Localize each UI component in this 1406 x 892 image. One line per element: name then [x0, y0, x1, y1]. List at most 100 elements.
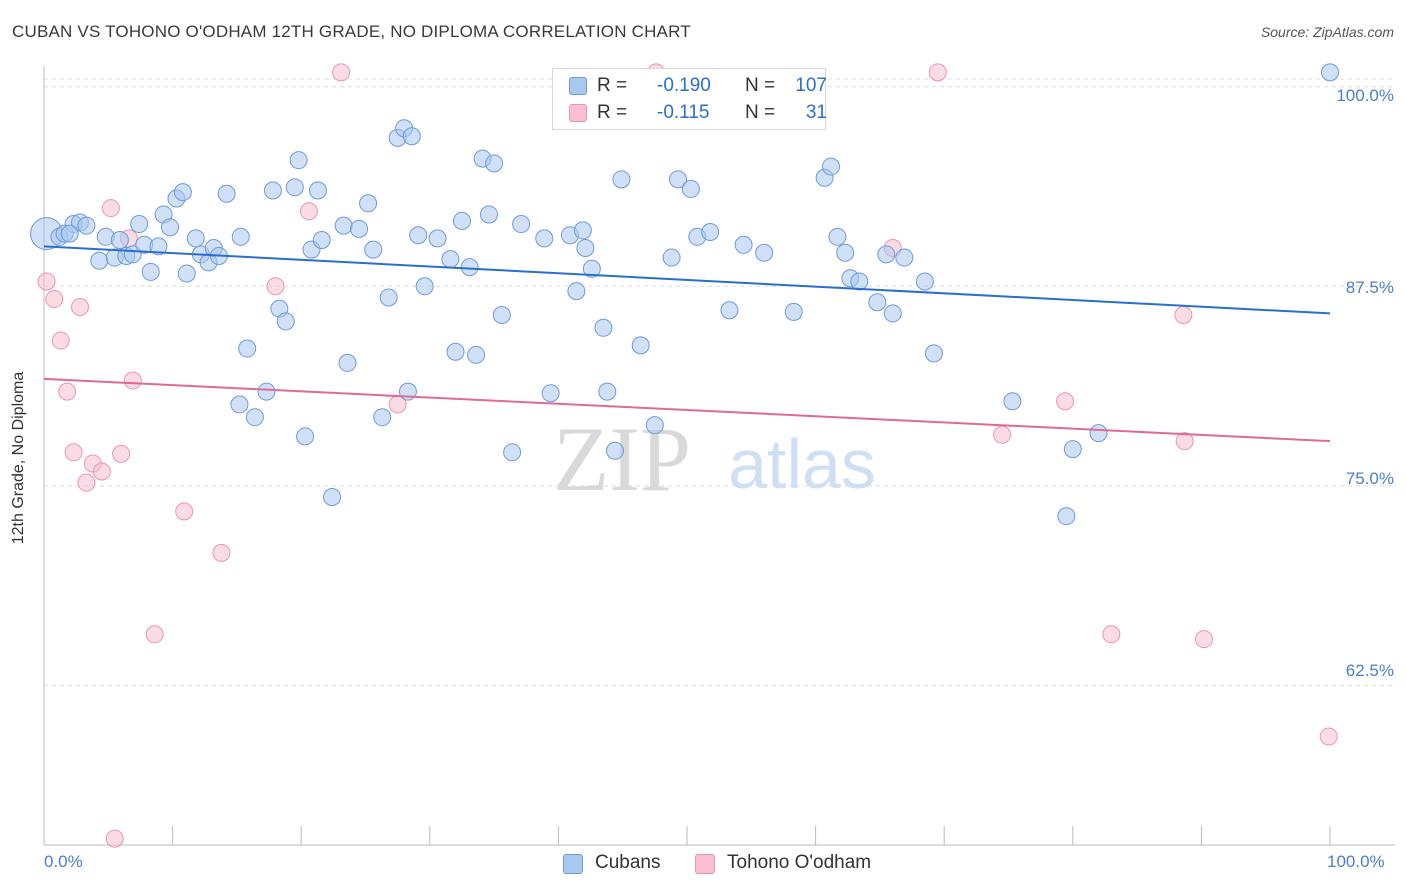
cubans-point: [645, 416, 664, 435]
cubans-point: [217, 184, 236, 203]
tohono-point: [212, 543, 231, 562]
legend-label: Tohono O'odham: [727, 852, 872, 873]
cubans-point: [541, 384, 560, 403]
cubans-point: [594, 318, 613, 337]
cubans-point: [230, 395, 249, 414]
cubans-point: [308, 181, 327, 200]
stats-legend: R = -0.190 N = 107 R = -0.115 N = 31: [552, 68, 827, 130]
cubans-point: [877, 245, 896, 264]
watermark-atlas: atlas: [728, 425, 876, 503]
cubans-point: [598, 382, 617, 401]
cubans-point: [535, 229, 554, 248]
tohono-point: [1102, 625, 1121, 644]
tohono-point: [71, 298, 90, 317]
cubans-point: [415, 277, 434, 296]
tohono-trend-line: [43, 377, 1331, 443]
cubans-point: [755, 243, 774, 262]
cubans-point: [573, 221, 592, 240]
watermark: ZIP atlas: [553, 408, 876, 510]
cubans-point: [350, 219, 369, 238]
grid-lines: [44, 78, 1395, 686]
y-axis-label: 12th Grade, No Diploma: [10, 371, 27, 545]
r-label: R =: [597, 75, 628, 96]
tohono-swatch: [695, 854, 715, 874]
cubans-point: [323, 488, 342, 507]
cubans-point: [77, 216, 96, 235]
cubans-point: [681, 179, 700, 198]
tohono-point: [92, 462, 111, 481]
series-legend: Cubans Tohono O'odham: [0, 852, 1406, 878]
cubans-point: [359, 194, 378, 213]
cubans-point: [828, 227, 847, 246]
tohono-point: [1319, 727, 1338, 746]
cubans-point: [149, 237, 168, 256]
cubans-point: [822, 157, 841, 176]
y-tick-label: 75.0%: [1345, 469, 1394, 488]
cubans-point: [334, 216, 353, 235]
cubans-point: [1089, 424, 1108, 443]
axes: [43, 66, 1395, 846]
tohono-point: [1194, 630, 1213, 649]
tohono-point: [123, 371, 142, 390]
cubans-point: [1057, 507, 1076, 526]
r-label: R =: [597, 102, 628, 123]
y-tick-label: 62.5%: [1345, 661, 1394, 680]
cubans-point: [285, 178, 304, 197]
cubans-point: [312, 230, 331, 249]
cubans-point: [734, 235, 753, 254]
cubans-point: [662, 248, 681, 267]
tohono-point: [928, 63, 947, 82]
cubans-swatch: [563, 854, 583, 874]
cubans-point: [460, 258, 479, 277]
trend-lines: [43, 245, 1331, 443]
cubans-point: [784, 302, 803, 321]
cubans-point: [173, 183, 192, 202]
cubans-point: [467, 345, 486, 364]
r-value: -0.190: [657, 75, 711, 96]
y-tick-label: 87.5%: [1345, 278, 1394, 297]
cubans-point: [379, 288, 398, 307]
cubans-point: [582, 259, 601, 278]
cubans-point: [161, 218, 180, 237]
cubans-points: [30, 63, 1339, 526]
cubans-point: [895, 248, 914, 267]
cubans-point: [720, 301, 739, 320]
cubans-point: [668, 170, 687, 189]
n-value: 31: [805, 102, 827, 123]
tohono-point: [101, 199, 120, 218]
tohono-point: [64, 443, 83, 462]
cubans-point: [263, 181, 282, 200]
x-tick-label: 100.0%: [1327, 852, 1385, 871]
cubans-point: [177, 264, 196, 283]
chart-title: CUBAN VS TOHONO O'ODHAM 12TH GRADE, NO D…: [12, 22, 691, 41]
cubans-point: [110, 230, 129, 249]
tohono-point: [1056, 392, 1075, 411]
cubans-swatch: [569, 77, 587, 95]
cubans-trend-line: [43, 245, 1331, 315]
cubans-point: [479, 205, 498, 224]
tohono-swatch: [569, 104, 587, 122]
cubans-point: [915, 272, 934, 291]
tohono-point: [993, 425, 1012, 444]
tohono-point: [77, 473, 96, 492]
cubans-point: [373, 408, 392, 427]
cubans-point: [567, 282, 586, 301]
cubans-point: [924, 344, 943, 363]
cubans-point: [428, 229, 447, 248]
cubans-point: [141, 262, 160, 281]
n-label: N =: [745, 102, 776, 123]
cubans-point: [576, 238, 595, 257]
tohono-point: [1174, 306, 1193, 325]
tohono-point: [175, 502, 194, 521]
cubans-point: [631, 336, 650, 355]
cubans-point: [868, 293, 887, 312]
cubans-point: [186, 229, 205, 248]
tohono-point: [51, 331, 70, 350]
cubans-point: [90, 251, 109, 270]
cubans-point: [1321, 63, 1339, 82]
tohono-point: [332, 63, 351, 82]
tohono-point: [299, 202, 318, 221]
n-label: N =: [745, 75, 776, 96]
x-tick-label: 0.0%: [44, 852, 83, 871]
tohono-point: [1175, 432, 1194, 451]
